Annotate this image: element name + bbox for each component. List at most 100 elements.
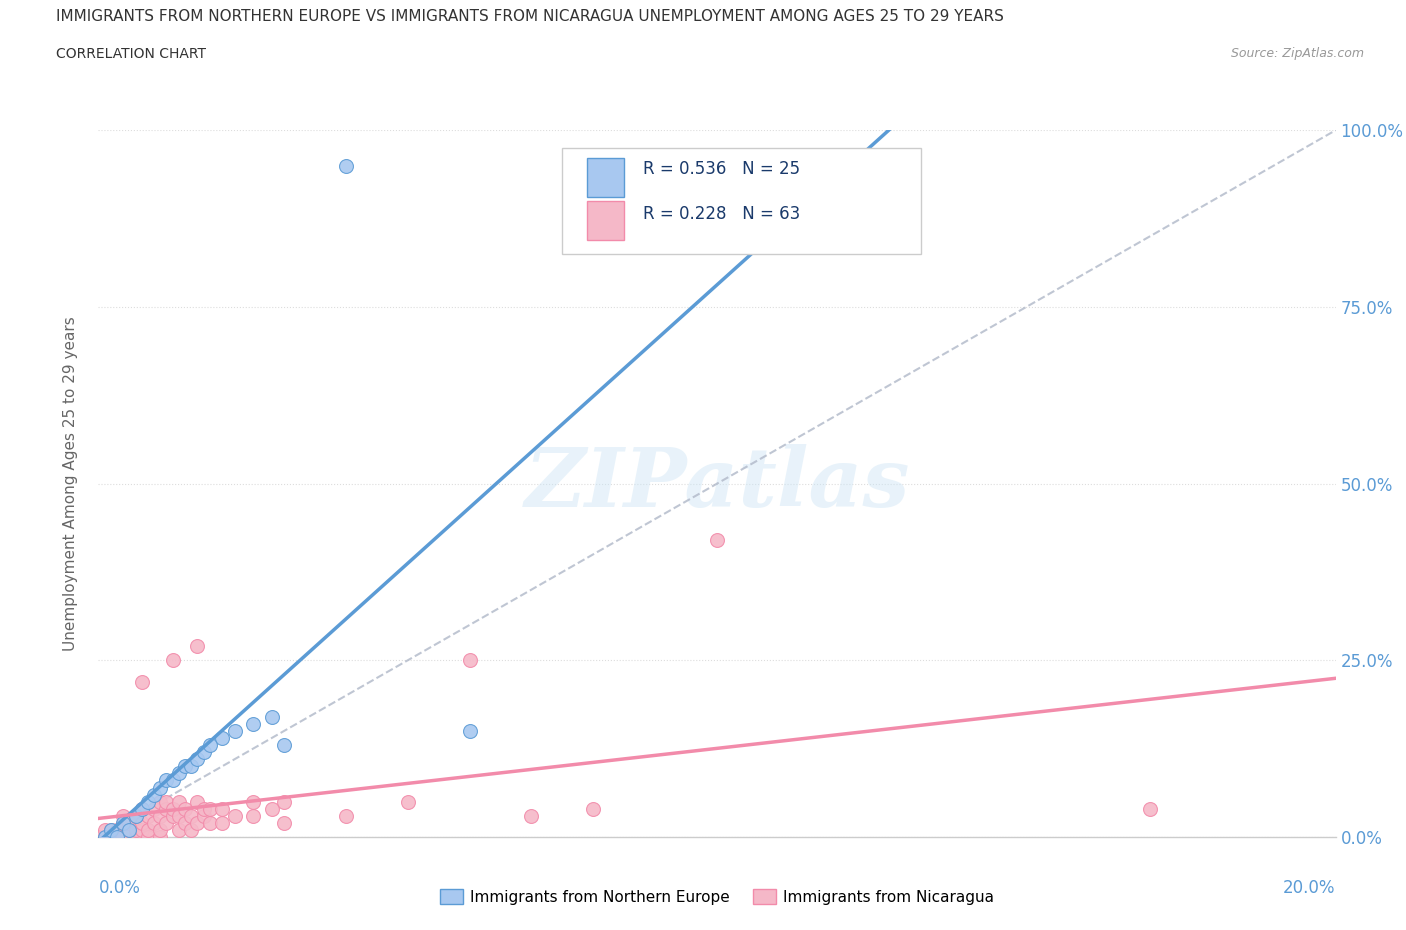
Point: [198, 737, 221, 752]
Text: ZIPatlas: ZIPatlas: [524, 444, 910, 524]
Point: [136, 794, 159, 809]
Point: [193, 745, 215, 760]
Point: [131, 674, 153, 689]
Point: [149, 830, 172, 844]
Point: [273, 816, 295, 830]
Point: [193, 808, 215, 823]
Point: [131, 816, 153, 830]
Point: [260, 710, 283, 724]
Point: [112, 816, 135, 830]
Point: [100, 830, 122, 844]
FancyBboxPatch shape: [588, 158, 624, 197]
Point: [112, 816, 135, 830]
Point: [118, 816, 141, 830]
Point: [458, 724, 481, 738]
Point: [112, 808, 135, 823]
Text: IMMIGRANTS FROM NORTHERN EUROPE VS IMMIGRANTS FROM NICARAGUA UNEMPLOYMENT AMONG : IMMIGRANTS FROM NORTHERN EUROPE VS IMMIG…: [56, 9, 1004, 24]
Point: [242, 808, 264, 823]
Point: [1139, 802, 1161, 817]
Y-axis label: Unemployment Among Ages 25 to 29 years: Unemployment Among Ages 25 to 29 years: [63, 316, 77, 651]
Point: [136, 808, 159, 823]
Point: [93, 822, 115, 837]
Point: [162, 808, 184, 823]
Point: [458, 653, 481, 668]
Point: [193, 802, 215, 817]
Point: [396, 794, 419, 809]
Point: [211, 816, 233, 830]
Point: [131, 822, 153, 837]
Point: [211, 802, 233, 817]
Point: [149, 822, 172, 837]
Point: [180, 808, 202, 823]
Point: [162, 802, 184, 817]
Point: [93, 830, 115, 844]
Point: [162, 773, 184, 788]
Point: [335, 158, 357, 173]
Point: [186, 639, 208, 654]
Text: CORRELATION CHART: CORRELATION CHART: [56, 46, 207, 60]
Point: [155, 794, 177, 809]
Point: [174, 759, 197, 774]
Point: [118, 822, 141, 837]
Point: [149, 794, 172, 809]
Point: [167, 794, 190, 809]
Point: [335, 808, 357, 823]
Legend: Immigrants from Northern Europe, Immigrants from Nicaragua: Immigrants from Northern Europe, Immigra…: [433, 883, 1001, 910]
Point: [224, 724, 246, 738]
Point: [260, 802, 283, 817]
Point: [582, 802, 605, 817]
Text: 0.0%: 0.0%: [98, 880, 141, 897]
Point: [155, 773, 177, 788]
Point: [155, 816, 177, 830]
Point: [105, 822, 128, 837]
Point: [180, 759, 202, 774]
Point: [87, 830, 110, 844]
Point: [143, 816, 166, 830]
Point: [131, 802, 153, 817]
Point: [112, 830, 135, 844]
Point: [186, 751, 208, 766]
Text: 20.0%: 20.0%: [1284, 880, 1336, 897]
Point: [186, 816, 208, 830]
Point: [242, 716, 264, 731]
Point: [149, 780, 172, 795]
Point: [143, 802, 166, 817]
Point: [105, 830, 128, 844]
Point: [167, 808, 190, 823]
Point: [131, 802, 153, 817]
Point: [93, 830, 115, 844]
Point: [167, 822, 190, 837]
Point: [273, 794, 295, 809]
Point: [124, 808, 146, 823]
Point: [118, 822, 141, 837]
Point: [224, 808, 246, 823]
Point: [242, 794, 264, 809]
Text: R = 0.228   N = 63: R = 0.228 N = 63: [643, 205, 800, 222]
Text: Source: ZipAtlas.com: Source: ZipAtlas.com: [1230, 46, 1364, 60]
Point: [100, 822, 122, 837]
Point: [162, 653, 184, 668]
FancyBboxPatch shape: [562, 148, 921, 254]
Point: [136, 830, 159, 844]
Point: [174, 802, 197, 817]
Point: [167, 766, 190, 781]
Point: [211, 731, 233, 746]
Text: R = 0.536   N = 25: R = 0.536 N = 25: [643, 160, 800, 178]
Point: [149, 808, 172, 823]
Point: [143, 787, 166, 802]
Point: [706, 533, 728, 548]
Point: [520, 808, 543, 823]
Point: [155, 802, 177, 817]
Point: [273, 737, 295, 752]
Point: [136, 822, 159, 837]
Point: [124, 822, 146, 837]
Point: [124, 830, 146, 844]
Point: [174, 816, 197, 830]
Point: [124, 808, 146, 823]
Point: [198, 802, 221, 817]
Point: [105, 830, 128, 844]
Point: [100, 822, 122, 837]
FancyBboxPatch shape: [588, 201, 624, 240]
Point: [198, 816, 221, 830]
Point: [180, 822, 202, 837]
